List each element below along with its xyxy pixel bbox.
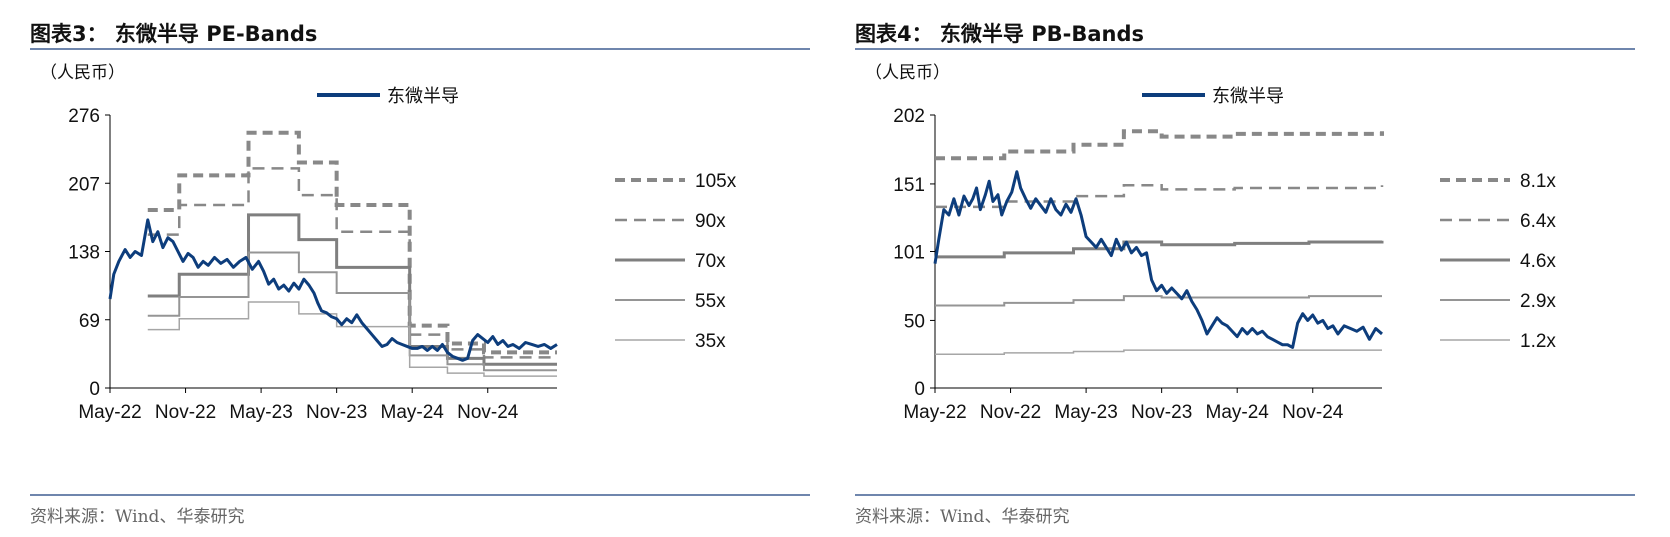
band-legend-label: 55x [695, 291, 726, 312]
band-legend-label: 2.9x [1520, 291, 1556, 312]
band-line-2.9x [935, 295, 1382, 307]
source-note: 资料来源：Wind、华泰研究 [30, 507, 245, 527]
chart-title: 图表4： 东微半导 PB-Bands [855, 22, 1145, 46]
x-tick-label: May-22 [903, 402, 966, 423]
x-tick-label: Nov-23 [1131, 402, 1192, 423]
x-tick-label: Nov-24 [457, 402, 519, 423]
pb-bands-chart: （人民币） 0 50 101 151 202 May-22 Nov-22 May-23 Nov-2… [865, 63, 1556, 423]
x-tick-label: Nov-22 [155, 402, 216, 423]
band-legend-label: 90x [695, 211, 726, 232]
band-line-105x [147, 130, 557, 355]
band-legend-label: 105x [695, 171, 737, 192]
unit-label: （人民币） [40, 63, 125, 83]
legend-label: 东微半导 [1212, 86, 1284, 107]
band-legend-label: 4.6x [1520, 251, 1556, 272]
y-tick-label: 151 [893, 175, 925, 196]
y-tick-label: 0 [89, 379, 100, 400]
y-tick-label: 276 [68, 106, 100, 127]
band-legend-label: 1.2x [1520, 331, 1556, 352]
band-legend-label: 6.4x [1520, 211, 1556, 232]
x-tick-label: May-24 [1206, 402, 1270, 423]
y-tick-label: 138 [68, 243, 100, 264]
x-tick-label: May-22 [78, 402, 141, 423]
price-series-line [933, 170, 1383, 349]
y-tick-label: 207 [68, 174, 100, 195]
y-tick-label: 202 [893, 106, 925, 127]
band-line-8.1x [935, 129, 1384, 161]
x-tick-label: Nov-23 [306, 402, 367, 423]
band-line-55x [147, 251, 557, 372]
band-line-1.2x [935, 349, 1382, 355]
unit-label: （人民币） [865, 63, 950, 83]
x-tick-label: May-24 [381, 402, 445, 423]
pb-bands-panel: 图表4： 东微半导 PB-Bands （人民币） 0 50 101 151 202 May-… [855, 0, 1655, 537]
y-tick-label: 101 [893, 243, 925, 264]
price-series-line [108, 218, 558, 362]
band-line-4.6x [935, 240, 1384, 259]
title-divider [855, 48, 1635, 50]
band-legend-label: 70x [695, 251, 726, 272]
band-legend-label: 35x [695, 331, 726, 352]
source-note: 资料来源：Wind、华泰研究 [855, 507, 1070, 527]
band-line-90x [147, 167, 557, 359]
pe-bands-chart: （人民币） 0 69 138 207 276 May-22 Nov-22 May-23 Nov-2… [40, 63, 737, 423]
legend-label: 东微半导 [387, 86, 459, 107]
footer-divider [855, 494, 1635, 496]
chart-title: 图表3： 东微半导 PE-Bands [30, 22, 318, 46]
pe-bands-panel: 图表3： 东微半导 PE-Bands （人民币） 0 69 138 207 276 May-… [30, 0, 830, 537]
band-legend-label: 8.1x [1520, 171, 1556, 192]
x-tick-label: May-23 [1054, 402, 1117, 423]
y-tick-label: 69 [79, 311, 100, 332]
x-tick-label: Nov-24 [1282, 402, 1344, 423]
x-tick-label: May-23 [229, 402, 292, 423]
y-tick-label: 0 [914, 379, 925, 400]
x-tick-label: Nov-22 [980, 402, 1041, 423]
footer-divider [30, 494, 810, 496]
title-divider [30, 48, 810, 50]
y-tick-label: 50 [904, 311, 925, 332]
band-line-6.4x [935, 184, 1384, 209]
